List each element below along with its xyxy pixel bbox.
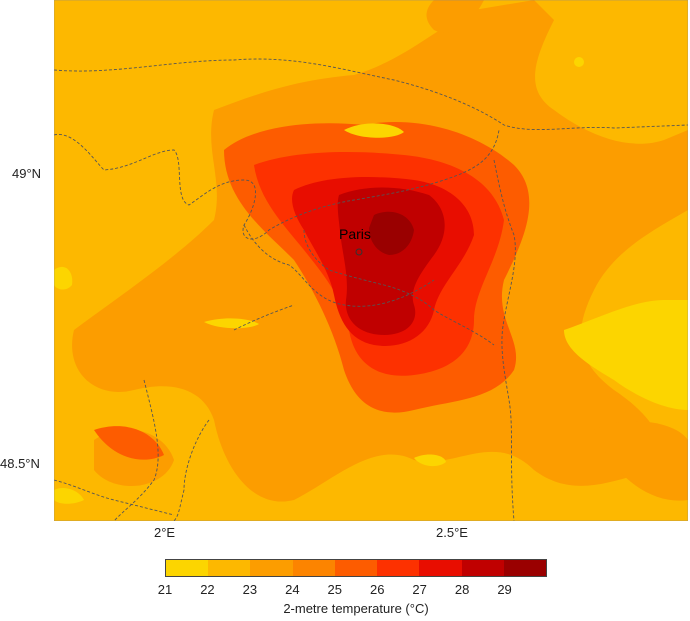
colorbar-tick-label: 23 [242, 582, 258, 597]
colorbar-tick-label: 24 [285, 582, 300, 597]
lat-label-48-5n: 48.5°N [0, 456, 40, 471]
colorbar-swatch [377, 560, 420, 576]
band-22-23 [54, 488, 84, 504]
band-24-25 [594, 421, 688, 501]
band-24-25 [426, 0, 484, 33]
paris-marker [355, 248, 363, 256]
colorbar-tick-label: 21 [157, 582, 173, 597]
lat-label-49n: 49°N [12, 166, 42, 181]
band-29 [369, 211, 414, 255]
lon-label-2-5e: 2.5°E [436, 525, 468, 540]
colorbar-tick-label: 29 [497, 582, 512, 597]
lon-label-2e: 2°E [154, 525, 176, 540]
band-22-23 [574, 57, 584, 67]
colorbar-swatch [461, 560, 504, 576]
colorbar-swatch [334, 560, 378, 576]
colorbar-swatch [292, 560, 335, 576]
department-borders [54, 58, 688, 521]
colorbar-tick-label: 25 [327, 582, 342, 597]
colorbar-swatch [250, 560, 293, 576]
band-22-23 [204, 318, 259, 329]
colorbar-tick-label: 22 [200, 582, 215, 597]
band-22-23 [414, 454, 446, 467]
colorbar-tick-label: 27 [412, 582, 427, 597]
colorbar [165, 559, 547, 577]
band-28-29 [337, 187, 445, 335]
band-22-23 [564, 300, 688, 410]
band-22-23 [344, 123, 404, 138]
band-25-26 [94, 426, 164, 460]
colorbar-label: 2-metre temperature (°C) [283, 601, 429, 616]
paris-city-label: Paris [339, 226, 371, 242]
colorbar-swatch [166, 560, 209, 576]
colorbar-tick-label: 28 [454, 582, 470, 597]
colorbar-ticks: 21 22 23 24 25 26 27 28 29 [158, 582, 547, 598]
colorbar-swatch [208, 560, 251, 576]
colorbar-swatch [503, 560, 546, 576]
colorbar-tick-label: 26 [369, 582, 385, 597]
colorbar-swatch [419, 560, 462, 576]
temperature-map [54, 0, 688, 521]
band-22-23 [54, 266, 73, 290]
